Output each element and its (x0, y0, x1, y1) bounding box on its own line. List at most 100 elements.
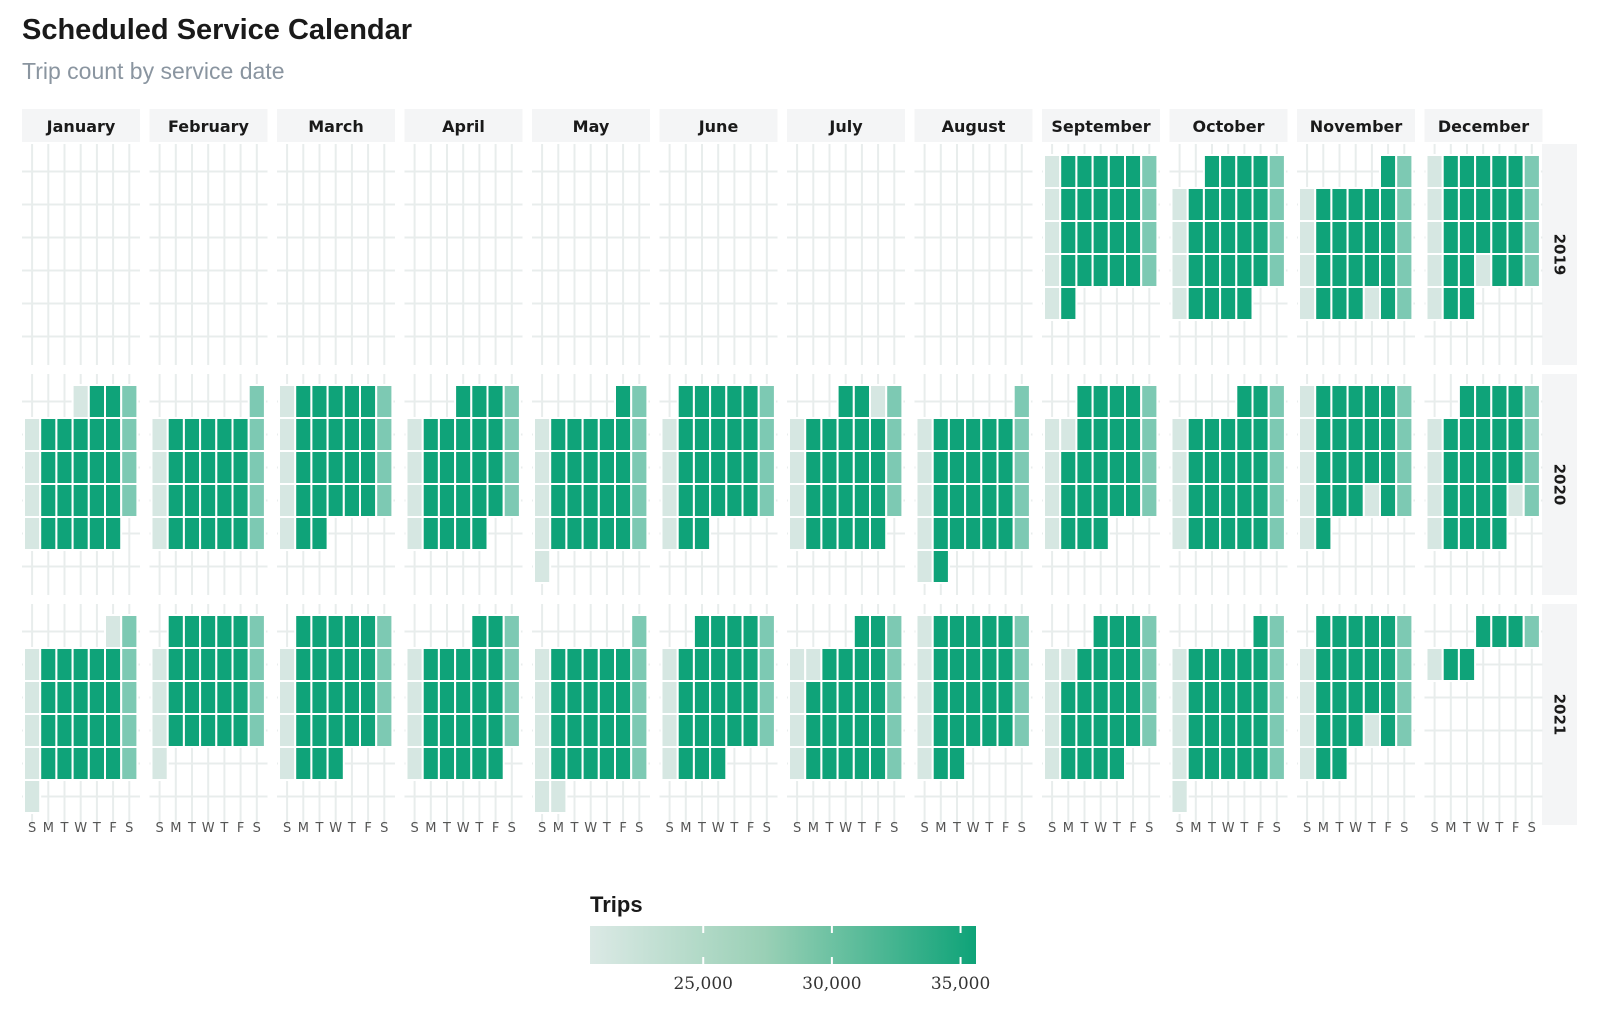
day-cell-2020-01-25 (120, 483, 139, 518)
day-cell-2020-09-22 (1075, 483, 1094, 518)
weekday-tick-label: T (60, 821, 69, 836)
day-cell-2021-08-09 (931, 647, 950, 682)
day-cell-2020-12-28 (1441, 516, 1460, 551)
day-cell-2021-09-13 (1059, 680, 1078, 715)
day-cell-2021-06-01 (692, 614, 712, 649)
day-cell-2021-05-19 (581, 713, 600, 748)
day-cell-2020-11-11 (1346, 417, 1365, 452)
day-cell-2021-05-15 (630, 680, 649, 715)
day-cell-2020-06-10 (709, 417, 728, 452)
day-cell-2019-09-28 (1140, 253, 1159, 288)
weekday-tick-label: T (187, 821, 196, 836)
day-cell-2020-06-29 (676, 516, 695, 551)
day-cell-2020-03-12 (342, 417, 361, 452)
day-cell-2020-07-15 (836, 450, 855, 485)
day-cell-2021-02-22 (166, 713, 185, 748)
day-cell-2020-09-18 (1124, 450, 1143, 485)
weekday-tick-label: T (474, 821, 483, 836)
weekday-tick-label: T (1335, 821, 1344, 836)
day-cell-2021-09-11 (1140, 647, 1159, 682)
day-cell-2020-05-20 (581, 483, 600, 518)
weekday-tick-label: T (219, 821, 228, 836)
day-cell-2020-10-04 (1170, 417, 1189, 452)
day-cell-2021-09-29 (1091, 746, 1110, 781)
chart-subtitle: Trip count by service date (22, 58, 285, 84)
day-cell-2020-12-30 (1474, 516, 1493, 551)
day-cell-2021-03-21 (278, 713, 297, 748)
day-cell-2020-10-31 (1267, 516, 1286, 551)
day-cell-2019-10-08 (1202, 187, 1222, 222)
day-cell-2020-01-27 (39, 516, 58, 551)
day-cell-2021-02-09 (182, 647, 202, 682)
day-cell-2021-03-03 (326, 614, 345, 649)
day-cell-2020-05-01 (614, 384, 633, 419)
day-cell-2021-08-15 (915, 680, 934, 715)
day-cell-2020-08-21 (996, 483, 1015, 518)
weekday-tick-label: S (920, 821, 928, 836)
day-cell-2020-04-03 (486, 384, 505, 419)
day-cell-2021-09-27 (1059, 746, 1078, 781)
day-cell-2019-09-06 (1124, 154, 1143, 189)
day-cell-2021-08-29 (915, 746, 934, 781)
day-cell-2019-11-18 (1314, 253, 1333, 288)
day-cell-2020-04-26 (405, 516, 424, 551)
day-cell-2021-03-26 (359, 713, 378, 748)
day-cell-2021-04-10 (502, 647, 521, 682)
day-cell-2021-02-14 (150, 680, 169, 715)
day-cell-2019-12-07 (1522, 154, 1541, 189)
day-cell-2020-03-28 (375, 483, 394, 518)
day-cell-2021-02-27 (247, 713, 266, 748)
day-cell-2020-01-05 (23, 417, 42, 452)
day-cell-2020-10-08 (1235, 417, 1254, 452)
day-cell-2021-08-17 (947, 680, 967, 715)
day-cell-2020-11-18 (1346, 450, 1365, 485)
day-cell-2020-09-07 (1059, 417, 1078, 452)
day-cell-2021-04-24 (502, 713, 521, 748)
day-cell-2021-01-14 (87, 680, 107, 715)
day-cell-2021-11-10 (1346, 647, 1365, 682)
day-cell-2021-07-06 (820, 647, 839, 682)
day-cell-2019-10-07 (1186, 187, 1205, 222)
day-cell-2020-11-13 (1379, 417, 1398, 452)
day-cell-2021-10-26 (1202, 746, 1222, 781)
legend-tick-label: 25,000 (673, 974, 732, 994)
day-cell-2020-06-21 (660, 483, 679, 518)
day-cell-2020-04-10 (486, 417, 505, 452)
day-cell-2019-11-30 (1395, 286, 1414, 321)
day-cell-2021-05-17 (549, 713, 568, 748)
day-cell-2020-11-12 (1362, 417, 1382, 452)
day-cell-2020-03-21 (375, 450, 394, 485)
day-cell-2021-08-07 (1012, 614, 1031, 649)
day-cell-2020-08-26 (964, 516, 983, 551)
day-cell-2020-11-08 (1298, 417, 1317, 452)
day-cell-2020-01-29 (71, 516, 90, 551)
day-cell-2020-05-02 (630, 384, 649, 419)
day-cell-2021-02-16 (182, 680, 202, 715)
day-cell-2019-12-25 (1474, 253, 1493, 288)
day-cell-2020-08-06 (980, 417, 999, 452)
day-cell-2020-07-28 (820, 516, 839, 551)
day-cell-2021-09-28 (1075, 746, 1094, 781)
day-cell-2019-10-23 (1219, 253, 1238, 288)
day-cell-2019-10-21 (1186, 253, 1205, 288)
day-cell-2021-01-30 (120, 746, 139, 781)
day-cell-2021-02-02 (182, 614, 202, 649)
day-cell-2020-02-11 (182, 450, 202, 485)
day-cell-2020-03-07 (375, 384, 394, 419)
weekday-tick-label: F (874, 821, 881, 836)
day-cell-2021-08-04 (964, 614, 983, 649)
day-cell-2021-08-28 (1012, 713, 1031, 748)
day-cell-2021-10-23 (1267, 713, 1286, 748)
day-cell-2020-06-13 (757, 417, 776, 452)
weekday-tick-label: S (410, 821, 418, 836)
day-cell-2020-10-18 (1170, 483, 1189, 518)
weekday-tick-label: W (74, 821, 87, 836)
weekday-tick-label: T (347, 821, 356, 836)
weekday-tick-label: T (825, 821, 834, 836)
day-cell-2021-09-03 (1124, 614, 1143, 649)
day-cell-2021-04-20 (437, 713, 457, 748)
day-cell-2021-11-12 (1379, 647, 1398, 682)
day-cell-2021-05-27 (597, 746, 616, 781)
day-cell-2020-11-04 (1346, 384, 1365, 419)
day-cell-2019-12-23 (1441, 253, 1460, 288)
